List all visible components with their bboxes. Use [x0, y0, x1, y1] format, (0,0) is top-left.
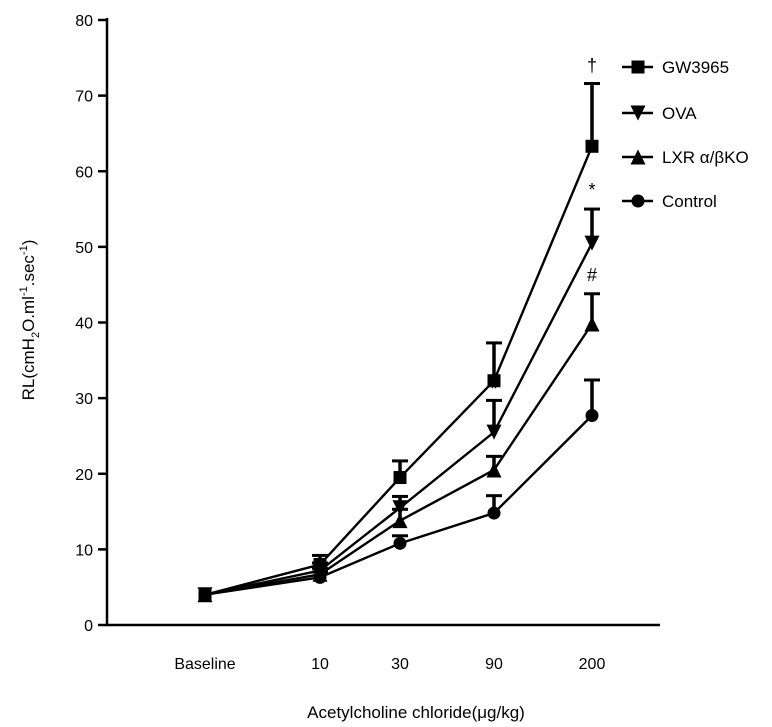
annotations: † * # * [490, 55, 597, 399]
y-tick-label: 70 [75, 89, 93, 106]
legend-label: OVA [662, 104, 697, 123]
data-point [486, 424, 502, 440]
series-lxr-ko [197, 292, 600, 603]
series-line [204, 323, 593, 596]
x-axis-title: Acetylcholine chloride(μg/kg) [307, 703, 525, 722]
data-point [393, 471, 407, 485]
legend-marker [631, 194, 645, 208]
axes [105, 18, 660, 627]
series-group [197, 82, 600, 603]
legend-marker [630, 105, 646, 121]
x-tick-label: 200 [579, 656, 606, 673]
y-tick-label: 10 [75, 542, 93, 559]
significance-annotation: * [490, 379, 497, 399]
significance-annotation: # [587, 265, 597, 285]
data-point [313, 570, 327, 584]
y-axis-title: RL(cmH2O.ml-1.sec-1) [18, 240, 42, 401]
y-axis-ticks: 0 10 20 30 40 50 60 70 80 [75, 13, 107, 635]
significance-annotation: * [588, 180, 595, 200]
significance-annotation: † [587, 55, 597, 75]
x-tick-label: 10 [311, 656, 329, 673]
data-point [392, 513, 408, 529]
data-point [585, 409, 599, 423]
data-point [198, 588, 212, 602]
x-axis-ticks: Baseline 10 30 90 200 [174, 656, 605, 673]
x-tick-label: Baseline [174, 656, 235, 673]
data-point [487, 506, 501, 520]
data-point [393, 536, 407, 550]
y-tick-label: 40 [75, 316, 93, 333]
y-tick-label: 30 [75, 391, 93, 408]
data-point [486, 462, 502, 478]
y-tick-label: 0 [84, 618, 93, 635]
series-control [198, 378, 600, 602]
data-point [392, 500, 408, 516]
x-tick-label: 90 [485, 656, 503, 673]
legend-marker [631, 60, 645, 74]
legend-label: LXR α/βKO [662, 148, 749, 167]
x-tick-label: 30 [391, 656, 409, 673]
y-tick-label: 60 [75, 164, 93, 181]
y-tick-label: 50 [75, 240, 93, 257]
data-point [584, 316, 600, 332]
legend-marker [630, 149, 646, 165]
y-tick-label: 80 [75, 13, 93, 30]
legend-label: Control [662, 192, 717, 211]
legend: GW3965 OVA LXR α/βKO Control [622, 58, 749, 211]
y-tick-label: 20 [75, 467, 93, 484]
data-point [585, 139, 599, 153]
legend-label: GW3965 [662, 58, 729, 77]
data-point [584, 235, 600, 251]
data-point [487, 374, 501, 388]
